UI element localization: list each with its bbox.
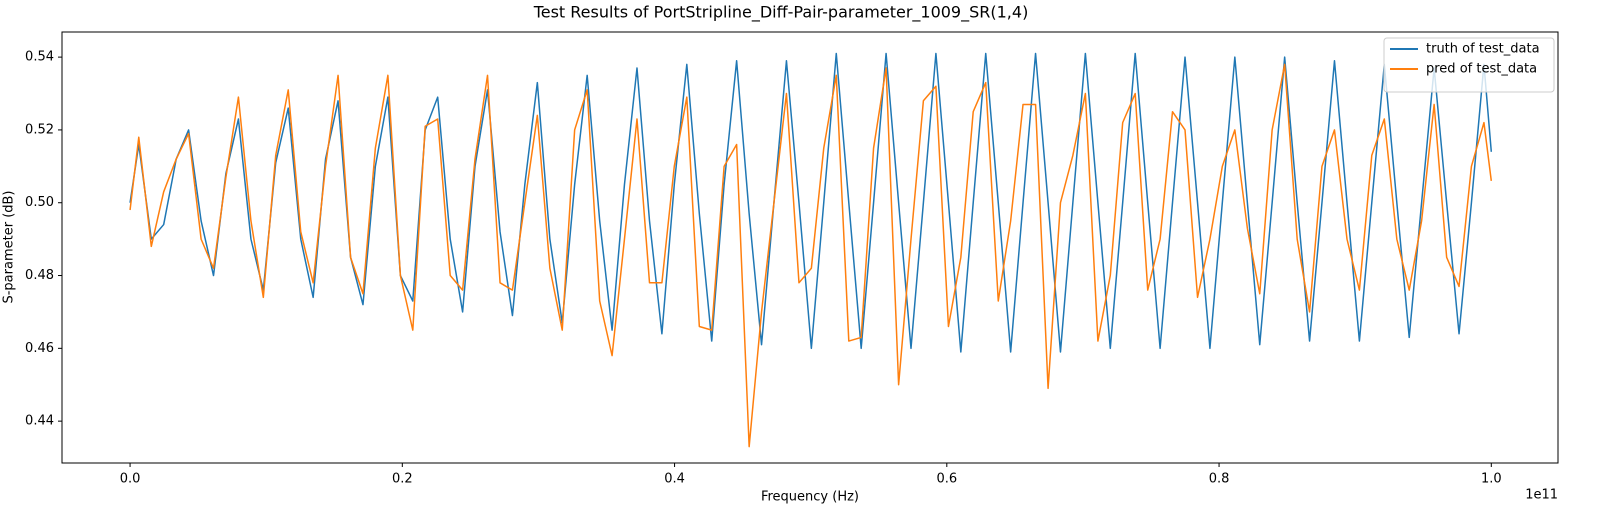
x-tick-label: 0.6	[936, 472, 957, 487]
y-axis-label: S-parameter (dB)	[2, 190, 17, 303]
y-tick-label: 0.48	[25, 268, 54, 283]
x-tick-label: 0.0	[120, 472, 141, 487]
x-offset-label: 1e11	[1525, 488, 1558, 503]
legend-label: truth of test_data	[1426, 42, 1540, 57]
x-tick-label: 0.8	[1209, 472, 1230, 487]
plot-frame	[61, 31, 1559, 464]
x-tick-label: 1.0	[1481, 472, 1502, 487]
y-tick-label: 0.46	[25, 341, 54, 356]
y-tick-label: 0.44	[25, 414, 54, 429]
chart-title: Test Results of PortStripline_Diff-Pair-…	[533, 3, 1029, 23]
y-tick-label: 0.50	[25, 195, 54, 210]
data-line	[129, 52, 1493, 353]
legend-box	[1383, 37, 1555, 93]
y-tick-label: 0.52	[25, 122, 54, 137]
x-axis-label: Frequency (Hz)	[761, 490, 859, 505]
legend-label: pred of test_data	[1426, 62, 1537, 77]
x-tick-label: 0.2	[392, 472, 413, 487]
data-line	[129, 63, 1493, 448]
x-tick-label: 0.4	[664, 472, 685, 487]
y-tick-label: 0.54	[25, 50, 54, 65]
